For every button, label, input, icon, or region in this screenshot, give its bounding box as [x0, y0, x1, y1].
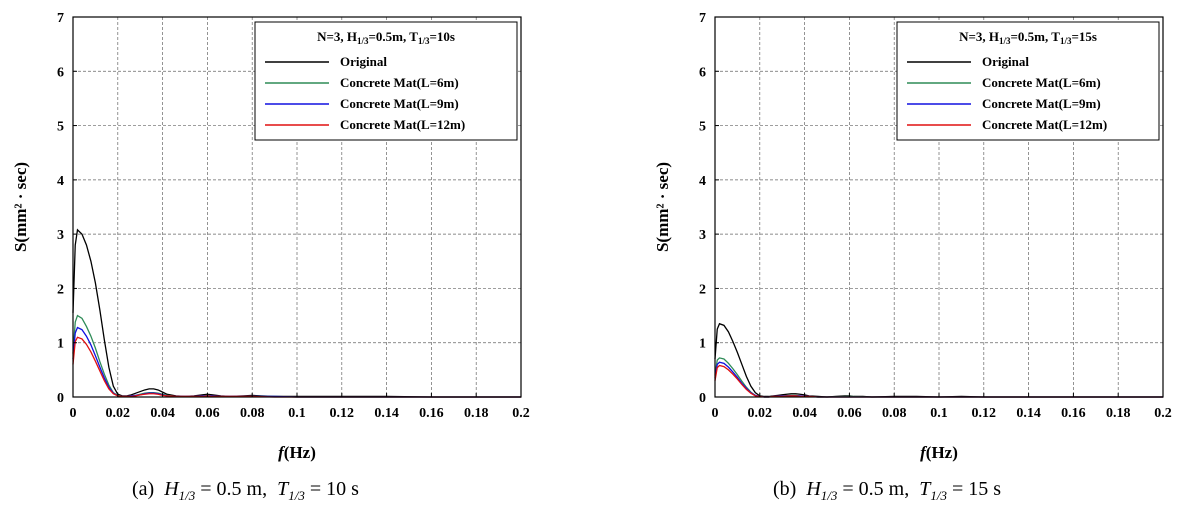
chart-b-ytick-label: 0 [699, 391, 706, 406]
chart-b-xtick-label: 0.08 [882, 406, 907, 421]
caption-a-h: H [164, 478, 179, 500]
chart-b-xtick-label: 0.14 [1016, 406, 1041, 421]
chart-b-legend-title: N=3, H1/3=0.5m, T1/3=15s [959, 29, 1097, 46]
chart-b-legend: N=3, H1/3=0.5m, T1/3=15s Original Concrete… [896, 21, 1160, 141]
chart-a-ytick-label: 4 [57, 174, 64, 189]
chart-b-xtick-label: 0.2 [1154, 406, 1172, 421]
chart-a-legend: N=3, H1/3=0.5m, T1/3=10s Original Concrete… [254, 21, 518, 141]
chart-a-ytick-label: 7 [57, 11, 64, 26]
chart-a-ytick-label: 6 [57, 65, 64, 80]
chart-b-ytick-label: 7 [699, 11, 706, 26]
chart-b-ytick-label: 5 [699, 120, 706, 135]
caption-b-h: H [806, 478, 821, 500]
chart-a-legend-title: N=3, H1/3=0.5m, T1/3=10s [317, 29, 455, 46]
chart-a-legend-label-2: Concrete Mat(L=9m) [340, 96, 459, 111]
chart-a-xtick-label: 0.16 [419, 406, 444, 421]
chart-b-xtick-label: 0.04 [792, 406, 817, 421]
chart-a-grid [73, 17, 521, 397]
chart-a-ytick-label: 5 [57, 120, 64, 135]
caption-a-h-val: = 0.5 m, [200, 478, 268, 500]
chart-b-ytick-label: 3 [699, 228, 706, 243]
chart-b-xtick-label: 0.16 [1061, 406, 1086, 421]
caption-a-label: (a) [132, 478, 155, 500]
chart-a-xtick-label: 0.12 [330, 406, 355, 421]
chart-a-ylabel: S(mm² · sec) [11, 162, 30, 252]
chart-panel-a: 0 0.02 0.04 0.06 0.08 0.1 0.12 0.14 0.16 0.18 0.2 0… [11, 11, 530, 462]
chart-b-ytick-label: 4 [699, 174, 706, 189]
chart-b-ytick-label: 1 [699, 337, 706, 352]
chart-b-ylabel: S(mm² · sec) [653, 162, 672, 252]
chart-panel-b: 0 0.02 0.04 0.06 0.08 0.1 0.12 0.14 0.16 0.18 0.2 0… [653, 11, 1172, 462]
chart-a-xtick-label: 0.2 [512, 406, 530, 421]
caption-b: (b) H1/3 = 0.5 m, T1/3 = 15 s [773, 478, 1001, 504]
chart-b-xlabel: f(Hz) [920, 443, 958, 462]
caption-b-h-sub: 1/3 [820, 488, 838, 503]
chart-a-ytick-label: 3 [57, 228, 64, 243]
chart-a-xtick-label: 0.08 [240, 406, 265, 421]
chart-b-legend-label-2: Concrete Mat(L=9m) [982, 96, 1101, 111]
chart-a-xtick-label: 0.04 [150, 406, 175, 421]
figure: 0 0.02 0.04 0.06 0.08 0.1 0.12 0.14 0.16 0.18 0.20… [11, 11, 1172, 462]
chart-b-xtick-label: 0.12 [972, 406, 997, 421]
caption-b-h-val: = 0.5 m, [842, 478, 910, 500]
chart-b-legend-label-3: Concrete Mat(L=12m) [982, 117, 1107, 132]
chart-a-xtick-label: 0.1 [288, 406, 306, 421]
caption-b-t: T [919, 478, 931, 500]
chart-a-legend-label-3: Concrete Mat(L=12m) [340, 117, 465, 132]
chart-a-xtick-label: 0 [70, 406, 77, 421]
chart-a-ytick-label: 2 [57, 282, 64, 297]
chart-b-xtick-label: 0.1 [930, 406, 948, 421]
chart-a-xtick-label: 0.06 [195, 406, 220, 421]
chart-b-xtick-label: 0.18 [1106, 406, 1131, 421]
chart-b-ytick-label: 6 [699, 65, 706, 80]
chart-a-legend-label-0: Original [340, 54, 387, 69]
chart-b-legend-box [896, 21, 1160, 141]
chart-b-xtick-label: 0.02 [748, 406, 773, 421]
chart-a-xtick-label: 0.18 [464, 406, 489, 421]
chart-a-ytick-label: 0 [57, 391, 64, 406]
caption-b-t-sub: 1/3 [930, 488, 947, 503]
chart-b-ytick-label: 2 [699, 282, 706, 297]
chart-b-legend-label-0: Original [982, 54, 1029, 69]
chart-a-xtick-label: 0.14 [374, 406, 399, 421]
chart-b-xtick-label: 0 [712, 406, 719, 421]
caption-a-h-sub: 1/3 [178, 488, 196, 503]
caption-b-t-val: = 15 s [952, 478, 1002, 500]
chart-a-legend-box [254, 21, 518, 141]
chart-a-xtick-label: 0.02 [106, 406, 131, 421]
chart-b-xtick-label: 0.06 [837, 406, 862, 421]
chart-a-ytick-label: 1 [57, 337, 64, 352]
chart-a-xlabel: f(Hz) [278, 443, 316, 462]
chart-a-legend-label-1: Concrete Mat(L=6m) [340, 75, 459, 90]
caption-a-t-sub: 1/3 [288, 488, 305, 503]
caption-a-t-val: = 10 s [309, 478, 359, 500]
caption-b-label: (b) [773, 478, 797, 500]
chart-b-legend-label-1: Concrete Mat(L=6m) [982, 75, 1101, 90]
chart-b-grid [715, 17, 1163, 397]
caption-a-t: T [277, 478, 289, 500]
caption-a: (a) H1/3 = 0.5 m, T1/3 = 10 s [132, 478, 359, 504]
